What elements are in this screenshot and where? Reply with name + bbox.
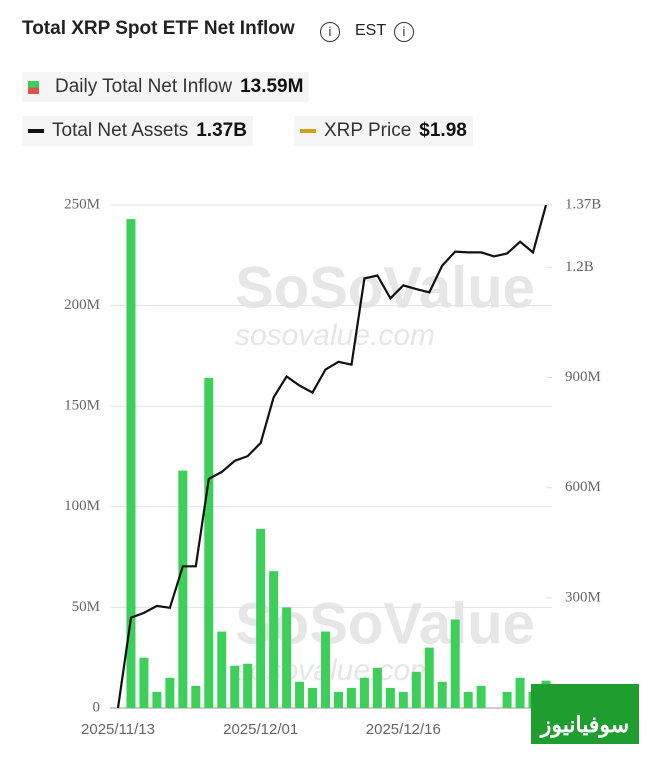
bar (359, 677, 369, 708)
bar (295, 681, 305, 708)
x-tick-label: 2025/12/01 (223, 721, 298, 738)
bar (398, 691, 408, 708)
x-tick-label: 2025/11/13 (81, 721, 155, 738)
legend-swatch (300, 129, 316, 133)
bar (204, 378, 214, 708)
bar (502, 691, 512, 708)
bar (126, 219, 136, 709)
legend-label: Total Net Assets (52, 120, 189, 141)
legend-value: $1.98 (419, 120, 467, 141)
y-tick-label: 250M (64, 196, 100, 212)
y-tick-label: 150M (64, 398, 100, 414)
y2-tick-label: 1.37B (565, 196, 601, 212)
legend-item[interactable]: Total Net Assets 1.37B (22, 116, 253, 146)
legend-item[interactable]: Daily Total Net Inflow 13.59M (22, 72, 310, 102)
bar (333, 691, 343, 708)
legend-label: Daily Total Net Inflow (55, 76, 233, 97)
bar (411, 671, 421, 708)
x-tick-label: 2025/12/16 (366, 721, 441, 738)
info-icon[interactable]: i (320, 22, 340, 42)
watermark-url: sosovalue.com (235, 319, 435, 352)
bar (308, 687, 318, 708)
bar (385, 687, 395, 708)
timezone[interactable]: EST (355, 22, 387, 39)
legend-value: 1.37B (196, 120, 247, 141)
bar (243, 663, 253, 708)
legend-swatch (28, 80, 39, 94)
y2-tick-label: 1.2B (565, 259, 594, 275)
bar (450, 619, 460, 708)
bar (139, 657, 149, 708)
watermark: SoSoValue (235, 591, 535, 656)
y-tick-label: 50M (72, 599, 100, 615)
bar (437, 681, 447, 708)
y-tick-label: 200M (64, 297, 100, 313)
bar (152, 691, 162, 708)
bar (372, 667, 382, 708)
title: Total XRP Spot ETF Net Inflow (22, 18, 295, 39)
y2-tick-label: 300M (565, 589, 601, 605)
bar (191, 685, 201, 708)
bar (463, 691, 473, 708)
legend-label: XRP Price (324, 120, 412, 141)
bar (321, 631, 331, 708)
bar (424, 647, 434, 708)
legend-swatch (28, 129, 44, 133)
bar (178, 470, 188, 708)
bar (515, 677, 525, 708)
y2-tick-label: 600M (565, 479, 601, 495)
bar (282, 607, 292, 708)
bar (256, 528, 266, 708)
bar (476, 685, 486, 708)
watermark-url: sosovalue.com (235, 654, 435, 687)
info-icon[interactable]: i (394, 22, 414, 42)
badge: سوفیانیوز (531, 684, 639, 744)
y-tick-label: 0 (93, 699, 101, 715)
bar (346, 687, 356, 708)
legend-item[interactable]: XRP Price $1.98 (294, 116, 473, 146)
y-tick-label: 100M (64, 498, 100, 514)
bar (230, 665, 240, 708)
y2-tick-label: 900M (565, 369, 601, 385)
bar (217, 631, 227, 708)
legend-value: 13.59M (240, 76, 304, 97)
bar (165, 677, 175, 708)
line (116, 204, 548, 709)
bar (269, 571, 279, 708)
